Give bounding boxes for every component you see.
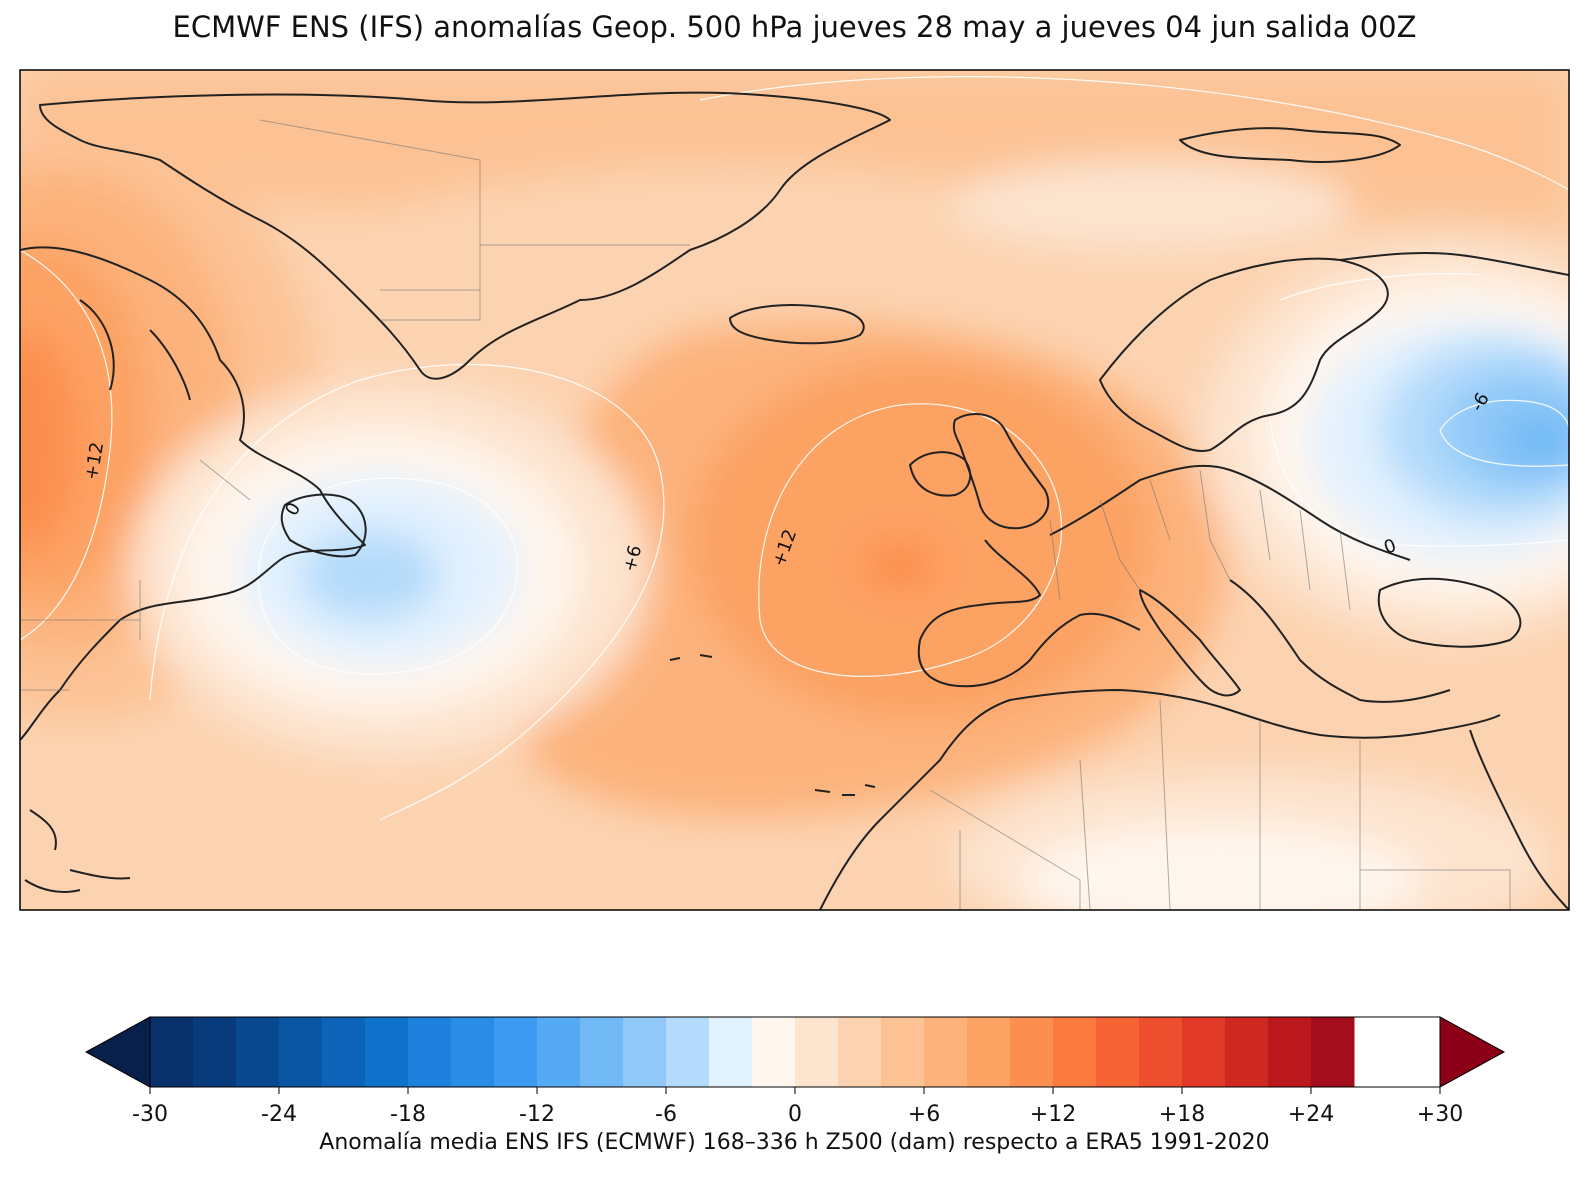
- greenland-border: [259, 119, 690, 321]
- europe-borders: [1049, 469, 1351, 611]
- colorbar-segment: [1096, 1017, 1140, 1087]
- colorbar-segment: [666, 1017, 710, 1087]
- colorbar-segment: [193, 1017, 237, 1087]
- colorbar-segment: [623, 1017, 667, 1087]
- balkans-coast: [1229, 579, 1451, 703]
- north-america-borders: [20, 459, 251, 691]
- newfoundland-coast: [280, 493, 367, 558]
- ireland-coast: [909, 451, 972, 497]
- anomaly-africa-zero: [1020, 825, 1420, 910]
- anomaly-low-m6: [300, 530, 440, 620]
- map-title: ECMWF ENS (IFS) anomalías Geop. 500 hPa …: [172, 10, 1417, 44]
- contour-plus6-atlantic: [149, 363, 665, 821]
- colorbar-segment: [150, 1017, 194, 1087]
- colorbar-segment: [236, 1017, 280, 1087]
- colorbar-segment: [1139, 1017, 1183, 1087]
- colorbar-tick-label: -18: [390, 1102, 426, 1127]
- scandinavia-coast: [1099, 257, 1389, 452]
- colorbar-segment: [537, 1017, 581, 1087]
- italy-coast: [1139, 589, 1241, 697]
- colorbar-label: Anomalía media ENS IFS (ECMWF) 168–336 h…: [319, 1130, 1270, 1155]
- anomaly-arctic-near-zero: [950, 160, 1350, 250]
- colorbar-tick-label: +30: [1417, 1102, 1463, 1127]
- azores-islands: [669, 654, 713, 661]
- contour-zero-east: [1269, 273, 1569, 547]
- contour-plus12-canada: [20, 249, 113, 641]
- egypt-coast: [1469, 729, 1569, 910]
- anomaly-canada-14: [20, 330, 80, 550]
- anomaly-ridge-10: [690, 360, 1150, 720]
- iceland-coast: [729, 304, 865, 345]
- western-europe-coast: [917, 464, 1411, 688]
- colorbar-segment: [795, 1017, 839, 1087]
- colorbar-segment: [408, 1017, 452, 1087]
- labrador-coast: [79, 299, 191, 401]
- colorbar-segment: [1311, 1017, 1355, 1087]
- colorbar-tick-label: -6: [655, 1102, 677, 1127]
- colorbar-segment: [1225, 1017, 1269, 1087]
- contour-plus12-ridge: [758, 403, 1062, 677]
- colorbar-segment: [494, 1017, 538, 1087]
- contour-minus6-east: [1439, 399, 1569, 467]
- colorbar-tick-label: -24: [261, 1102, 297, 1127]
- colorbar-segment: [580, 1017, 624, 1087]
- colorbar-segment: [752, 1017, 796, 1087]
- black-sea-coast: [1377, 577, 1522, 648]
- colorbar-segment: [322, 1017, 366, 1087]
- map-frame: [19, 69, 1570, 911]
- colorbar-segment: [365, 1017, 409, 1087]
- north-russia-coast: [1339, 251, 1569, 276]
- anomaly-east-m10: [1500, 410, 1569, 470]
- colorbar-under-triangle: [84, 1016, 151, 1088]
- colorbar-over-triangle: [1439, 1016, 1506, 1088]
- colorbar-tick-label: +6: [908, 1102, 940, 1127]
- colorbar-tick-label: +12: [1030, 1102, 1076, 1127]
- colorbar: -30 -24 -18 -12 -6 0 +6 +12 +18 +24 +30: [84, 1016, 1506, 1127]
- colorbar-segment: [838, 1017, 882, 1087]
- anomaly-ridge-14: [860, 540, 940, 590]
- colorbar-segment: [1010, 1017, 1054, 1087]
- colorbar-segment: [881, 1017, 925, 1087]
- caribbean-coast: [24, 809, 131, 893]
- colorbar-segment: [451, 1017, 495, 1087]
- colorbar-segment: [1182, 1017, 1226, 1087]
- colorbar-tick-label: -30: [132, 1102, 168, 1127]
- canary-islands: [814, 784, 876, 796]
- great-britain-coast: [952, 413, 1050, 530]
- colorbar-tick-label: 0: [788, 1102, 802, 1127]
- africa-borders: [929, 699, 1511, 910]
- colorbar-segment: [709, 1017, 753, 1087]
- svalbard-coast: [1179, 127, 1401, 163]
- colorbar-segment: [1053, 1017, 1097, 1087]
- colorbar-segment: [924, 1017, 968, 1087]
- contour-zero-newfoundland: [257, 477, 518, 675]
- colorbar-tick-label: +24: [1288, 1102, 1334, 1127]
- colorbar-tick-label: +18: [1159, 1102, 1205, 1127]
- colorbar-segment: [279, 1017, 323, 1087]
- contour-arctic: [699, 76, 1569, 191]
- anomaly-map: +12 0 +6 +12 -6 0: [19, 69, 1570, 911]
- north-africa-coast: [819, 689, 1501, 910]
- colorbar-tick-label: -12: [519, 1102, 555, 1127]
- colorbar-segment: [1268, 1017, 1312, 1087]
- colorbar-segment: [967, 1017, 1011, 1087]
- greenland-coast: [39, 91, 891, 380]
